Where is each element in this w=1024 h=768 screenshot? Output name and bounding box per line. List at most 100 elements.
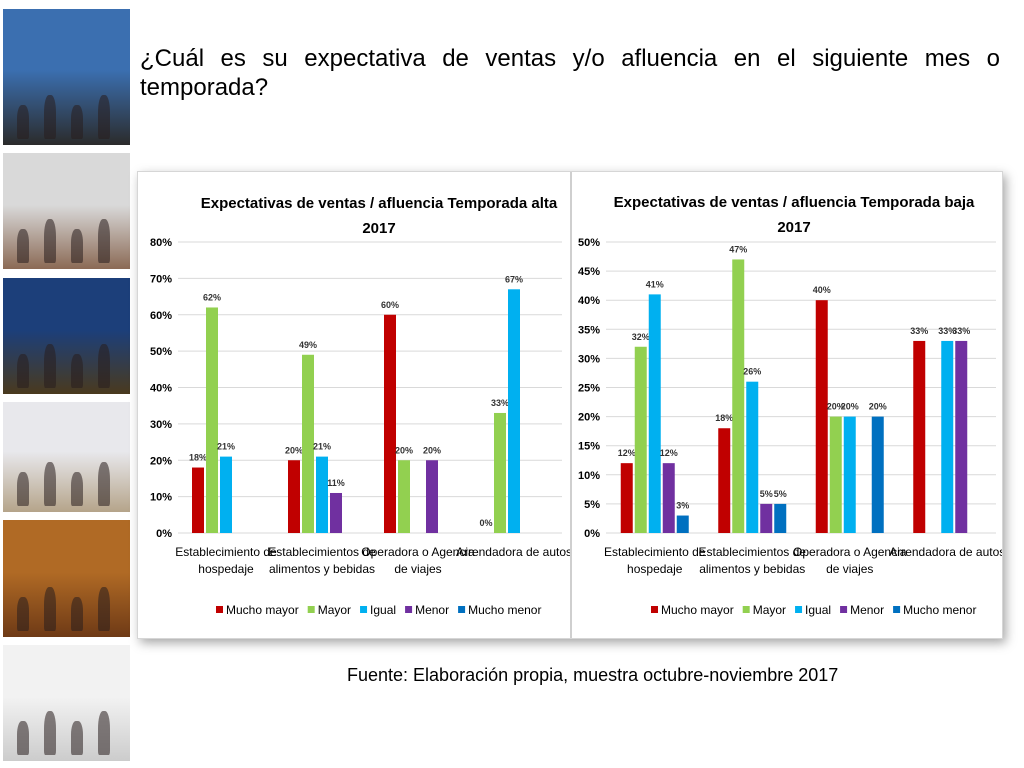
legend-swatch — [216, 606, 223, 613]
y-tick-label: 50% — [578, 237, 600, 249]
data-label: 60% — [381, 300, 399, 310]
legend-label: Mucho mayor — [661, 603, 734, 617]
legend-label: Mayor — [318, 603, 351, 617]
bar — [648, 294, 661, 533]
y-tick-label: 20% — [150, 455, 172, 467]
data-label: 20% — [841, 402, 859, 412]
data-label: 20% — [285, 445, 303, 455]
y-tick-label: 40% — [150, 383, 172, 395]
legend-swatch — [840, 606, 848, 613]
data-label: 32% — [632, 332, 650, 342]
category-label: Establecimiento de — [604, 545, 706, 559]
category-label: Arrendadora de autos — [456, 545, 570, 559]
data-label: 12% — [660, 448, 678, 458]
category-label: alimentos y bebidas — [269, 562, 375, 576]
bar — [634, 346, 647, 533]
photo-night-patio — [3, 278, 130, 394]
data-label: 21% — [313, 442, 331, 452]
data-label: 67% — [505, 274, 523, 284]
data-label: 33% — [491, 398, 509, 408]
data-label: 20% — [423, 445, 441, 455]
data-label: 62% — [203, 292, 221, 302]
slide-title: ¿Cuál es su expectativa de ventas y/o af… — [140, 45, 1000, 101]
legend-swatch — [405, 606, 413, 613]
legend-swatch — [742, 606, 750, 613]
bar — [955, 340, 968, 533]
bar — [662, 463, 675, 533]
legend-swatch — [360, 606, 368, 613]
category-label: de viajes — [826, 562, 873, 576]
charts-panel: Expectativas de ventas / afluencia Tempo… — [137, 171, 1003, 639]
category-label: Operadora o Agencia — [793, 545, 907, 559]
chart-temporada-alta: Expectativas de ventas / afluencia Tempo… — [150, 195, 570, 617]
bar — [384, 314, 396, 533]
legend-swatch — [307, 606, 315, 613]
y-tick-label: 50% — [150, 346, 172, 358]
bar — [494, 412, 506, 533]
legend-label: Menor — [850, 603, 884, 617]
category-label: Operadora o Agencia — [361, 545, 475, 559]
data-label: 33% — [938, 326, 956, 336]
y-tick-label: 0% — [156, 528, 172, 540]
bar — [732, 259, 745, 533]
bar — [508, 289, 520, 533]
data-label: 33% — [910, 326, 928, 336]
y-tick-label: 25% — [578, 383, 600, 395]
y-tick-label: 10% — [150, 492, 172, 504]
bar — [760, 503, 773, 533]
bar — [871, 416, 884, 533]
data-label: 20% — [395, 445, 413, 455]
legend-label: Igual — [805, 603, 831, 617]
data-label: 11% — [327, 478, 345, 488]
category-label: Establecimiento de — [175, 545, 277, 559]
bar — [620, 463, 633, 533]
bar — [426, 460, 438, 533]
legend-swatch — [795, 606, 803, 613]
bar — [746, 381, 759, 533]
y-tick-label: 30% — [150, 419, 172, 431]
category-label: Establecimientos de — [699, 545, 807, 559]
data-label: 5% — [774, 489, 787, 499]
chart-temporada-baja: Expectativas de ventas / afluencia Tempo… — [578, 194, 1002, 617]
category-label: hospedaje — [627, 562, 683, 576]
y-tick-label: 30% — [578, 353, 600, 365]
bar — [676, 515, 689, 533]
bar — [192, 467, 204, 533]
bar — [302, 354, 314, 533]
data-label: 3% — [676, 501, 689, 511]
legend-label: Menor — [415, 603, 449, 617]
bar — [843, 416, 856, 533]
legend-swatch — [651, 606, 658, 613]
data-label: 47% — [729, 244, 747, 254]
bar — [913, 340, 926, 533]
category-label: Establecimientos de — [268, 545, 376, 559]
data-label: 26% — [743, 367, 761, 377]
legend-label: Mucho menor — [903, 603, 976, 617]
chart-divider — [570, 172, 572, 638]
y-tick-label: 5% — [584, 499, 600, 511]
data-label: 49% — [299, 340, 317, 350]
source-caption: Fuente: Elaboración propia, muestra octu… — [347, 665, 839, 685]
y-tick-label: 60% — [150, 310, 172, 322]
category-label: de viajes — [394, 562, 441, 576]
photo-hotel-room — [3, 520, 130, 637]
bar — [220, 456, 232, 533]
y-tick-label: 15% — [578, 441, 600, 453]
legend-label: Mucho mayor — [226, 603, 299, 617]
y-tick-label: 0% — [584, 528, 600, 540]
bar — [774, 503, 787, 533]
data-label: 18% — [189, 453, 207, 463]
bar — [206, 307, 218, 533]
photo-mall-shoppers — [3, 645, 130, 761]
legend-label: Mayor — [753, 603, 786, 617]
category-label: Arrendadora de autos — [889, 545, 1002, 559]
bar — [815, 300, 828, 533]
y-tick-label: 70% — [150, 273, 172, 285]
data-label: 20% — [827, 402, 845, 412]
chart-title: Expectativas de ventas / afluencia Tempo… — [614, 194, 975, 211]
photo-cathedral-terrace — [3, 9, 130, 145]
bar — [941, 340, 954, 533]
bar — [330, 492, 342, 533]
data-label: 18% — [715, 413, 733, 423]
data-label: 21% — [217, 442, 235, 452]
